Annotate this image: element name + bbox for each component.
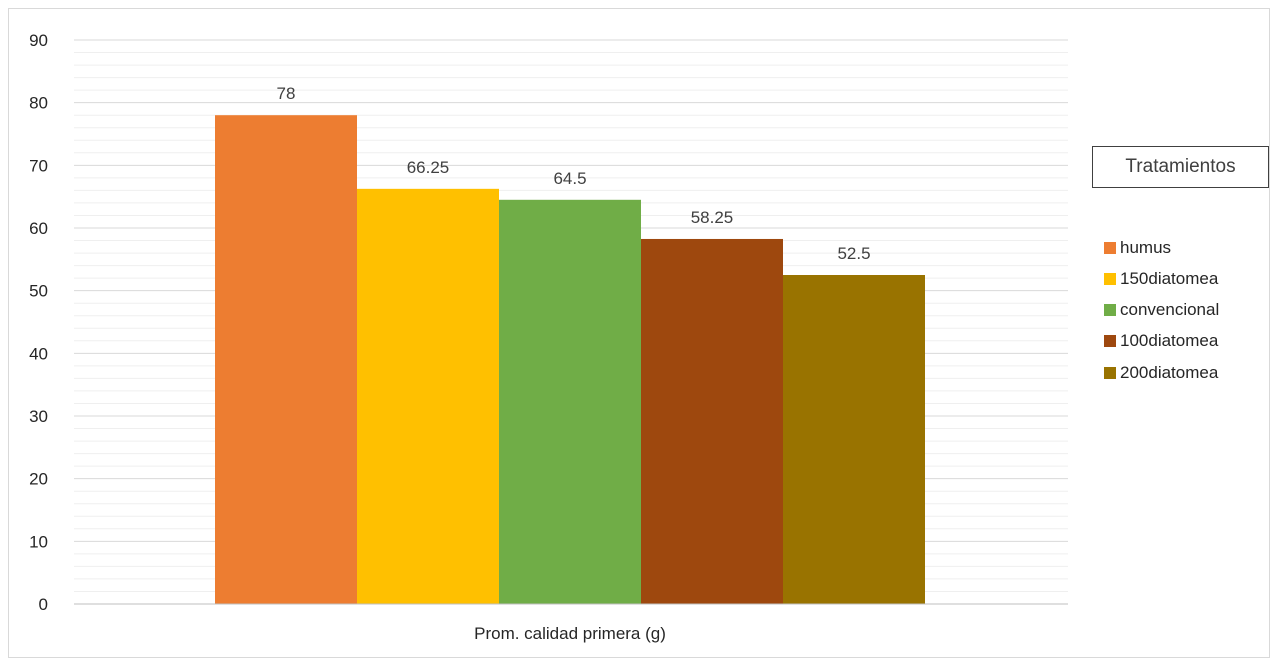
y-tick-label: 20 xyxy=(29,470,48,489)
legend: humus 150diatomea convencional 100diatomea 2… xyxy=(1104,232,1270,388)
y-tick-label: 0 xyxy=(39,595,48,614)
bar-100diatomea xyxy=(641,238,783,604)
x-axis-category-labels: Prom. calidad primera (g) xyxy=(474,624,666,643)
data-label-150diatomea: 66.25 xyxy=(407,158,450,177)
y-tick-label: 40 xyxy=(29,344,48,363)
legend-swatch xyxy=(1104,366,1116,379)
y-axis-tick-labels: 0 10 20 30 40 50 60 70 80 90 xyxy=(29,31,48,614)
legend-label: 200diatomea xyxy=(1120,362,1219,382)
legend-item-100diatomea: 100diatomea xyxy=(1104,326,1270,357)
data-label-100diatomea: 58.25 xyxy=(691,208,734,227)
y-tick-label: 30 xyxy=(29,407,48,426)
legend-title: Tratamientos xyxy=(1092,146,1269,188)
y-tick-label: 80 xyxy=(29,94,48,113)
legend-swatch xyxy=(1104,335,1116,348)
legend-label: 150diatomea xyxy=(1120,268,1219,288)
y-tick-label: 60 xyxy=(29,219,48,238)
y-tick-label: 70 xyxy=(29,156,48,175)
legend-label: 100diatomea xyxy=(1120,331,1219,351)
bar-humus xyxy=(215,115,357,604)
data-label-200diatomea: 52.5 xyxy=(837,244,870,263)
bar-200diatomea xyxy=(783,275,925,604)
x-category-label: Prom. calidad primera (g) xyxy=(474,624,666,643)
legend-item-200diatomea: 200diatomea xyxy=(1104,357,1270,388)
legend-label: humus xyxy=(1120,237,1172,257)
data-labels: 78 66.25 64.5 58.25 52.5 xyxy=(277,84,871,263)
legend-swatch xyxy=(1104,272,1116,285)
bars xyxy=(215,115,925,605)
bar-150diatomea xyxy=(357,188,499,605)
legend-swatch xyxy=(1104,304,1116,317)
bar-convencional xyxy=(499,199,641,605)
legend-item-convencional: convencional xyxy=(1104,295,1270,326)
y-tick-label: 10 xyxy=(29,532,48,551)
legend-swatch xyxy=(1104,241,1116,254)
legend-item-humus: humus xyxy=(1104,232,1270,263)
legend-item-150diatomea: 150diatomea xyxy=(1104,263,1270,294)
legend-label: convencional xyxy=(1120,300,1220,320)
y-tick-label: 50 xyxy=(29,282,48,301)
data-label-humus: 78 xyxy=(277,84,296,103)
y-tick-label: 90 xyxy=(29,31,48,50)
data-label-convencional: 64.5 xyxy=(553,169,586,188)
